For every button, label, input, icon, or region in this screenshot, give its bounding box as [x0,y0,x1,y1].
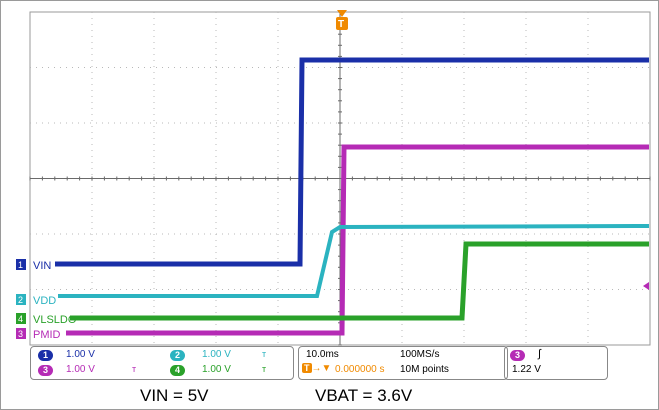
ch3-badge[interactable]: 3 [38,365,53,376]
trigger-position-marker[interactable] [336,17,348,30]
vin-caption: VIN = 5V [140,386,209,405]
ch1-waveform [55,57,649,267]
trigger-level-icon[interactable] [643,282,649,290]
vdd-label: VDD [33,295,56,307]
pmid-label: PMID [33,329,61,341]
waveforms [55,57,650,336]
trigger-slope-icon: ∫ [538,348,542,360]
ch3-bandwidth-icon: ᴛ [132,364,137,374]
ch4-badge[interactable]: 4 [170,365,185,376]
ch1-marker-number: 1 [18,260,23,270]
vlsldo-label: VLSLDO [33,314,77,326]
ch4-ground-marker[interactable] [16,313,26,324]
trigger-source-badge[interactable]: 3 [510,350,525,361]
trigger-markers: T [336,10,649,290]
ch4-bandwidth-icon: ᴛ [262,364,267,374]
trigger-delay[interactable]: 0.000000 s [335,364,385,375]
ch2-waveform [58,224,650,298]
vbat-caption: VBAT = 3.6V [315,386,413,405]
timebase-box [298,346,508,380]
vin-label: VIN [33,260,51,272]
trigger-delay-icon: T →▼ [302,363,332,374]
ch1-scale: 1.00 V [66,349,95,360]
ch4-marker-number: 4 [18,314,23,324]
ch1-ground-marker[interactable] [16,259,26,270]
trigger-level[interactable]: 1.22 V [512,364,541,375]
ch2-marker-number: 2 [18,295,23,305]
sample-rate: 100MS/s [400,349,440,360]
record-length: 10M points [400,364,449,375]
ch3-marker-number: 3 [18,329,23,339]
channel-labels: 1 VIN 2 VDD 4 VLSLDO 3 PMID [16,259,77,341]
trigger-box [504,346,608,380]
ch2-scale: 1.00 V [202,349,231,360]
trigger-marker-letter: T [338,19,344,30]
status-bar: 1 1.00 V 2 1.00 V ᴛ 3 1.00 V ᴛ 4 1.00 V … [30,346,650,380]
timebase[interactable]: 10.0ms [306,349,339,360]
channel-scale-box [30,346,294,380]
oscilloscope-display: 1 VIN 2 VDD 4 VLSLDO 3 PMID T [16,10,651,346]
ch2-bandwidth-icon: ᴛ [262,349,267,359]
ch2-badge[interactable]: 2 [170,350,185,361]
trigger-position-icon[interactable] [337,10,347,17]
ch1-badge[interactable]: 1 [38,350,53,361]
ch2-ground-marker[interactable] [16,294,26,305]
ch3-waveform [66,144,649,336]
ch4-scale: 1.00 V [202,364,231,375]
ch4-waveform [70,241,649,321]
ch3-ground-marker[interactable] [16,328,26,339]
ch3-scale: 1.00 V [66,364,95,375]
